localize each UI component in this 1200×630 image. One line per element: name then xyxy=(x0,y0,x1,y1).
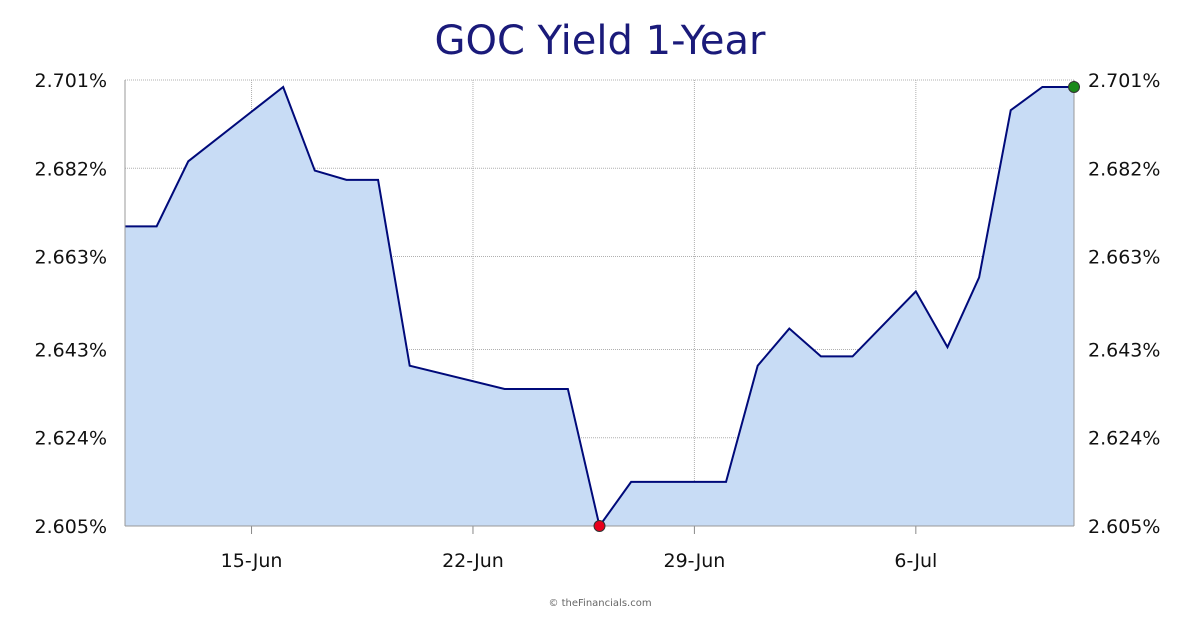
y-tick-label-right: 2.605% xyxy=(1088,516,1160,538)
data-point xyxy=(314,170,316,172)
data-point xyxy=(156,225,158,227)
data-point xyxy=(187,160,189,162)
data-point xyxy=(282,86,284,88)
y-tick-label-left: 2.643% xyxy=(35,339,107,361)
y-tick-label-right: 2.682% xyxy=(1088,158,1160,180)
x-tick-label: 22-Jun xyxy=(442,550,504,572)
y-tick-label-left: 2.682% xyxy=(35,158,107,180)
data-point xyxy=(978,276,980,278)
credit-text: © theFinancials.com xyxy=(548,598,652,609)
data-point xyxy=(567,388,569,390)
x-tick-label: 6-Jul xyxy=(894,550,937,572)
chart-title: GOC Yield 1-Year xyxy=(434,18,766,64)
data-point xyxy=(757,365,759,367)
data-point xyxy=(377,179,379,181)
y-tick-label-left: 2.624% xyxy=(35,428,107,450)
data-point xyxy=(630,481,632,483)
data-point xyxy=(535,388,537,390)
y-tick-label-left: 2.663% xyxy=(35,247,107,269)
data-point xyxy=(946,346,948,348)
data-point xyxy=(852,355,854,357)
data-point xyxy=(725,481,727,483)
data-point xyxy=(1010,109,1012,111)
series-line xyxy=(125,85,1074,529)
y-tick-label-right: 2.624% xyxy=(1088,428,1160,450)
marker-layer xyxy=(593,80,1080,532)
axis-layer: 2.605% 2.605% 2.624% 2.624% 2.643% 2.643% 2.66… xyxy=(35,70,1161,572)
series-area xyxy=(125,86,1074,526)
data-point xyxy=(820,355,822,357)
data-point xyxy=(915,290,917,292)
min-marker xyxy=(593,520,606,532)
y-tick-label-right: 2.663% xyxy=(1088,247,1160,269)
y-tick-label-left: 2.605% xyxy=(35,516,107,538)
max-marker xyxy=(1068,80,1080,93)
data-point xyxy=(504,388,506,390)
y-tick-label-right: 2.643% xyxy=(1088,339,1160,361)
y-tick-label-left: 2.701% xyxy=(35,70,107,92)
data-point xyxy=(1041,86,1043,88)
data-point xyxy=(345,179,347,181)
x-tick-label: 29-Jun xyxy=(664,550,726,572)
x-tick-label: 15-Jun xyxy=(221,550,283,572)
series-layer xyxy=(125,85,1074,529)
data-point xyxy=(409,365,411,367)
y-tick-label-right: 2.701% xyxy=(1088,70,1160,92)
data-point xyxy=(788,328,790,330)
